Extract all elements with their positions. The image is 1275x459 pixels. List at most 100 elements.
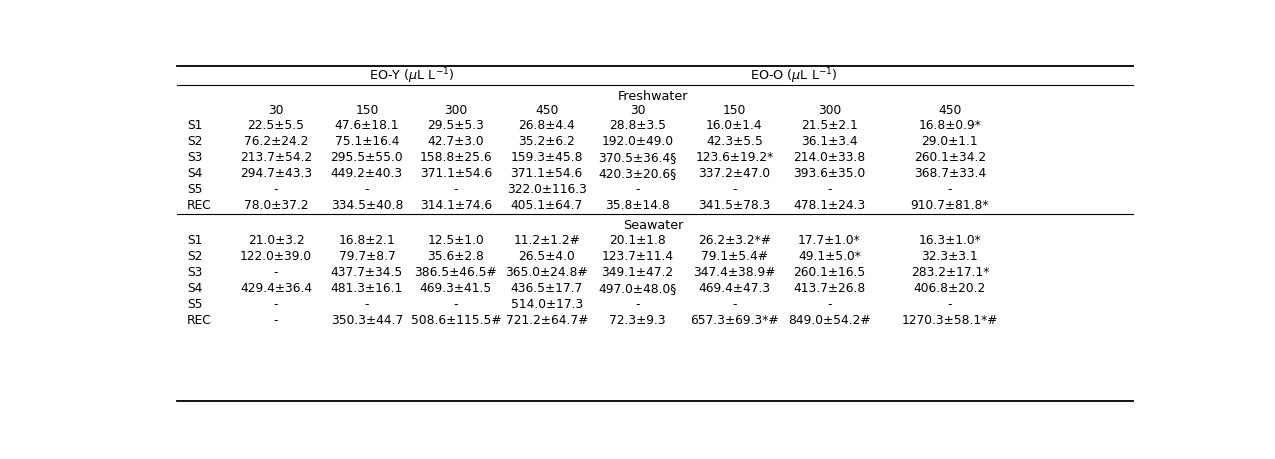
Text: 150: 150	[723, 104, 746, 117]
Text: 123.7±11.4: 123.7±11.4	[602, 249, 673, 262]
Text: S4: S4	[187, 167, 203, 180]
Text: 295.5±55.0: 295.5±55.0	[330, 151, 403, 164]
Text: 36.1±3.4: 36.1±3.4	[801, 134, 858, 148]
Text: 371.1±54.6: 371.1±54.6	[419, 167, 492, 180]
Text: 478.1±24.3: 478.1±24.3	[793, 199, 866, 212]
Text: -: -	[454, 297, 458, 310]
Text: 29.0±1.1: 29.0±1.1	[922, 134, 978, 148]
Text: 283.2±17.1*: 283.2±17.1*	[910, 265, 989, 278]
Text: 1270.3±58.1*#: 1270.3±58.1*#	[901, 313, 998, 326]
Text: 42.3±5.5: 42.3±5.5	[706, 134, 762, 148]
Text: 42.7±3.0: 42.7±3.0	[427, 134, 484, 148]
Text: -: -	[274, 313, 278, 326]
Text: 79.1±5.4#: 79.1±5.4#	[701, 249, 768, 262]
Text: 26.8±4.4: 26.8±4.4	[519, 118, 575, 132]
Text: 405.1±64.7: 405.1±64.7	[510, 199, 583, 212]
Text: 334.5±40.8: 334.5±40.8	[330, 199, 403, 212]
Text: -: -	[827, 183, 831, 196]
Text: 35.8±14.8: 35.8±14.8	[606, 199, 669, 212]
Text: 450: 450	[938, 104, 961, 117]
Text: 260.1±16.5: 260.1±16.5	[793, 265, 866, 278]
Text: 450: 450	[536, 104, 558, 117]
Text: 76.2±24.2: 76.2±24.2	[244, 134, 309, 148]
Text: S1: S1	[187, 233, 203, 246]
Text: 16.8±2.1: 16.8±2.1	[338, 233, 395, 246]
Text: 30: 30	[630, 104, 645, 117]
Text: 16.8±0.9*: 16.8±0.9*	[918, 118, 982, 132]
Text: 214.0±33.8: 214.0±33.8	[793, 151, 866, 164]
Text: 122.0±39.0: 122.0±39.0	[240, 249, 312, 262]
Text: REC: REC	[187, 199, 212, 212]
Text: 123.6±19.2*: 123.6±19.2*	[695, 151, 774, 164]
Text: 20.1±1.8: 20.1±1.8	[609, 233, 666, 246]
Text: 386.5±46.5#: 386.5±46.5#	[414, 265, 497, 278]
Text: S1: S1	[187, 118, 203, 132]
Text: 349.1±47.2: 349.1±47.2	[602, 265, 673, 278]
Text: -: -	[732, 297, 737, 310]
Text: 32.3±3.1: 32.3±3.1	[922, 249, 978, 262]
Text: S4: S4	[187, 281, 203, 294]
Text: 28.8±3.5: 28.8±3.5	[609, 118, 666, 132]
Text: 192.0±49.0: 192.0±49.0	[602, 134, 673, 148]
Text: EO-O ($\mu$L L$^{-1}$): EO-O ($\mu$L L$^{-1}$)	[750, 67, 838, 86]
Text: 21.5±2.1: 21.5±2.1	[801, 118, 858, 132]
Text: 347.4±38.9#: 347.4±38.9#	[694, 265, 775, 278]
Text: 413.7±26.8: 413.7±26.8	[793, 281, 866, 294]
Text: -: -	[947, 183, 952, 196]
Text: 368.7±33.4: 368.7±33.4	[914, 167, 986, 180]
Text: 35.6±2.8: 35.6±2.8	[427, 249, 484, 262]
Text: 497.0±48.0§: 497.0±48.0§	[598, 281, 677, 294]
Text: -: -	[365, 183, 370, 196]
Text: 26.2±3.2*#: 26.2±3.2*#	[697, 233, 771, 246]
Text: 159.3±45.8: 159.3±45.8	[510, 151, 583, 164]
Text: Freshwater: Freshwater	[618, 90, 688, 103]
Text: Seawater: Seawater	[623, 219, 683, 232]
Text: 29.5±5.3: 29.5±5.3	[427, 118, 484, 132]
Text: 75.1±16.4: 75.1±16.4	[334, 134, 399, 148]
Text: 508.6±115.5#: 508.6±115.5#	[411, 313, 501, 326]
Text: 35.2±6.2: 35.2±6.2	[519, 134, 575, 148]
Text: 365.0±24.8#: 365.0±24.8#	[505, 265, 588, 278]
Text: 393.6±35.0: 393.6±35.0	[793, 167, 866, 180]
Text: 11.2±1.2#: 11.2±1.2#	[514, 233, 580, 246]
Text: -: -	[827, 297, 831, 310]
Text: 437.7±34.5: 437.7±34.5	[330, 265, 403, 278]
Text: 294.7±43.3: 294.7±43.3	[240, 167, 312, 180]
Text: 300: 300	[444, 104, 468, 117]
Text: -: -	[274, 265, 278, 278]
Text: 370.5±36.4§: 370.5±36.4§	[598, 151, 677, 164]
Text: 314.1±74.6: 314.1±74.6	[419, 199, 492, 212]
Text: -: -	[947, 297, 952, 310]
Text: -: -	[274, 183, 278, 196]
Text: -: -	[732, 183, 737, 196]
Text: -: -	[454, 183, 458, 196]
Text: -: -	[635, 183, 640, 196]
Text: S3: S3	[187, 151, 203, 164]
Text: 260.1±34.2: 260.1±34.2	[914, 151, 986, 164]
Text: -: -	[274, 297, 278, 310]
Text: 420.3±20.6§: 420.3±20.6§	[598, 167, 677, 180]
Text: 322.0±116.3: 322.0±116.3	[506, 183, 586, 196]
Text: 47.6±18.1: 47.6±18.1	[334, 118, 399, 132]
Text: 371.1±54.6: 371.1±54.6	[510, 167, 583, 180]
Text: 16.0±1.4: 16.0±1.4	[706, 118, 762, 132]
Text: 337.2±47.0: 337.2±47.0	[699, 167, 770, 180]
Text: 721.2±64.7#: 721.2±64.7#	[505, 313, 588, 326]
Text: 657.3±69.3*#: 657.3±69.3*#	[690, 313, 779, 326]
Text: 406.8±20.2: 406.8±20.2	[914, 281, 986, 294]
Text: 849.0±54.2#: 849.0±54.2#	[788, 313, 871, 326]
Text: 78.0±37.2: 78.0±37.2	[244, 199, 309, 212]
Text: 72.3±9.3: 72.3±9.3	[609, 313, 666, 326]
Text: 910.7±81.8*: 910.7±81.8*	[910, 199, 989, 212]
Text: 341.5±78.3: 341.5±78.3	[699, 199, 770, 212]
Text: 21.0±3.2: 21.0±3.2	[247, 233, 305, 246]
Text: 16.3±1.0*: 16.3±1.0*	[918, 233, 982, 246]
Text: 12.5±1.0: 12.5±1.0	[427, 233, 484, 246]
Text: S2: S2	[187, 249, 203, 262]
Text: S3: S3	[187, 265, 203, 278]
Text: 469.3±41.5: 469.3±41.5	[419, 281, 492, 294]
Text: 26.5±4.0: 26.5±4.0	[519, 249, 575, 262]
Text: S2: S2	[187, 134, 203, 148]
Text: S5: S5	[187, 183, 203, 196]
Text: 350.3±44.7: 350.3±44.7	[330, 313, 403, 326]
